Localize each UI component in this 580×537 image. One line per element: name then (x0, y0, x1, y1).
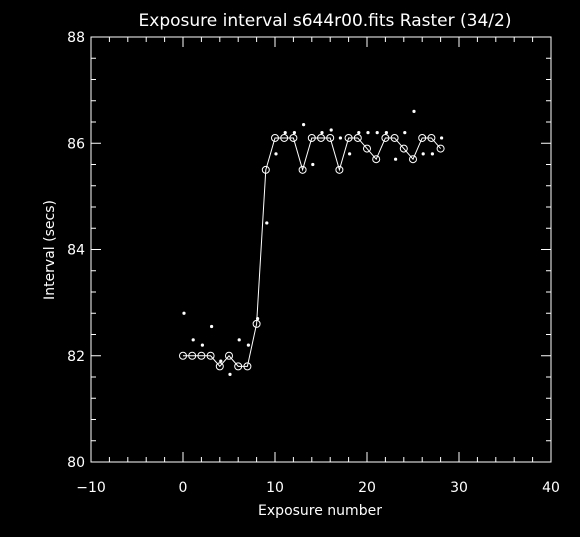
y-tick-label: 86 (67, 136, 85, 152)
series-point-dot (412, 109, 416, 113)
series-point-circle (418, 133, 427, 142)
series-point-dot (265, 221, 269, 225)
series-point-circle (427, 133, 436, 142)
series-point-circle (225, 351, 233, 360)
series-point-dot (210, 324, 214, 329)
series-point-circle (243, 362, 252, 371)
x-axis-label: Exposure number (258, 503, 382, 519)
series-point-dot (403, 131, 407, 135)
series-point-dot (320, 131, 324, 135)
series-point-circle (317, 133, 325, 142)
y-tick-label: 82 (67, 349, 85, 365)
series-point-dot (440, 136, 444, 140)
series-point-dot (256, 316, 260, 321)
series-point-dot (219, 359, 223, 363)
series-point-circle (206, 351, 215, 360)
x-tick-label: 0 (179, 480, 188, 496)
series-line (183, 137, 441, 368)
series-point-dot (357, 131, 361, 135)
series-point-dot (228, 372, 232, 376)
series-point-circle (390, 133, 399, 142)
x-tick-label: 10 (266, 480, 284, 496)
series-point-dot (246, 343, 250, 347)
series-point-circle (381, 133, 390, 142)
series-point-dot (292, 131, 296, 135)
series-point-circle (252, 319, 261, 328)
x-tick-label: −10 (76, 480, 106, 496)
series-point-dot (237, 338, 241, 342)
series-point-dot (329, 128, 333, 132)
series-point-dot (182, 311, 186, 315)
series-point-circle (399, 144, 408, 153)
series-point-dot (348, 152, 352, 156)
series-point-dot (384, 131, 388, 135)
series-point-circle (197, 351, 206, 360)
series-point-circle (271, 133, 279, 142)
x-tick-label: 40 (542, 480, 560, 496)
y-tick-label: 80 (67, 455, 85, 471)
series-point-dot (421, 152, 425, 156)
series-point-dot (311, 162, 315, 167)
series-point-circle (234, 362, 243, 371)
series-point-dot (375, 131, 379, 135)
series-point-circle (335, 165, 344, 174)
series-point-circle (188, 351, 197, 360)
series-point-circle (344, 133, 353, 142)
y-tick-label: 84 (67, 243, 85, 259)
y-tick-label: 88 (67, 30, 85, 46)
axis-ticks (90, 36, 552, 463)
series-point-dot (283, 131, 287, 135)
chart-title: Exposure interval s644r00.fits Raster (3… (139, 11, 512, 31)
series-point-dot (274, 152, 278, 156)
y-axis-label: Interval (secs) (42, 200, 58, 300)
series-point-dot (338, 136, 342, 140)
series-point-circle (179, 351, 187, 360)
series-point-circle (307, 133, 316, 142)
series-point-circle (372, 155, 381, 164)
series-point-circle (289, 133, 298, 142)
series-point-circle (261, 165, 270, 174)
data-marks (179, 109, 445, 376)
series-point-circle (436, 144, 445, 153)
series-point-dot (200, 343, 204, 347)
series-point-circle (353, 133, 362, 142)
series-point-dot (394, 157, 398, 161)
x-tick-label: 20 (358, 480, 376, 496)
series-point-dot (430, 152, 434, 156)
series-point-circle (215, 362, 224, 371)
x-tick-label: 30 (450, 480, 468, 496)
series-point-circle (298, 165, 307, 174)
series-point-dot (366, 131, 370, 135)
series-point-dot (302, 123, 306, 127)
series-point-circle (409, 155, 417, 164)
series-point-dot (191, 338, 195, 342)
series-point-circle (326, 133, 335, 142)
series-point-circle (363, 144, 371, 153)
axis-tick-labels: −10 0 10 20 30 40 80 82 84 86 88 (67, 30, 560, 496)
series-point-circle (280, 133, 289, 142)
